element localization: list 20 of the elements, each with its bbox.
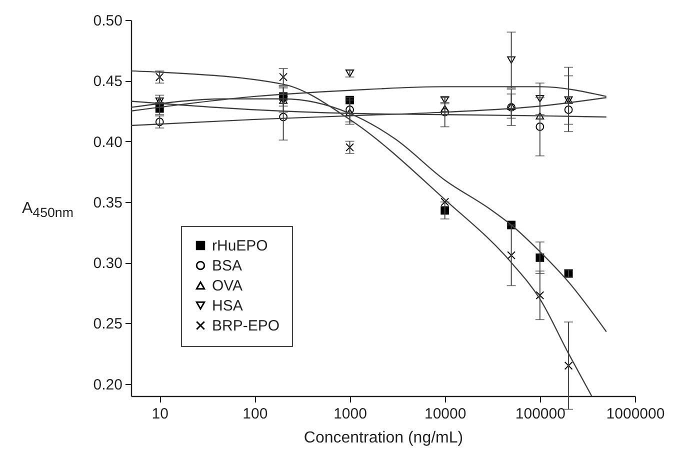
legend-label: rHuEPO <box>212 238 268 254</box>
x-tick-label: 1000000 <box>606 406 665 422</box>
legend-label: HSA <box>212 298 243 314</box>
x-tick-label: 10 <box>152 406 168 422</box>
x-tick-label: 10000 <box>424 406 466 422</box>
y-axis-title: A$_{450nm}$ <box>22 200 74 220</box>
y-tick-label: 0.40 <box>93 134 122 151</box>
legend-label: BRP-EPO <box>212 318 280 334</box>
legend-label: BSA <box>212 258 242 274</box>
x-axis-title: Concentration (ng/mL) <box>304 430 464 446</box>
y-tick-label: 0.35 <box>93 194 122 212</box>
y-tick-label: 0.25 <box>93 316 122 333</box>
x-tick-label: 100000 <box>515 406 566 422</box>
y-tick-label: 0.45 <box>93 73 122 90</box>
x-tick-label: 1000 <box>334 406 367 422</box>
y-tick-label: 0.30 <box>93 255 122 272</box>
y-tick-label: 0.50 <box>93 12 122 30</box>
x-tick-label: 100 <box>242 406 268 422</box>
legend-label: OVA <box>212 278 243 294</box>
y-tick-label: 0.20 <box>93 376 122 394</box>
